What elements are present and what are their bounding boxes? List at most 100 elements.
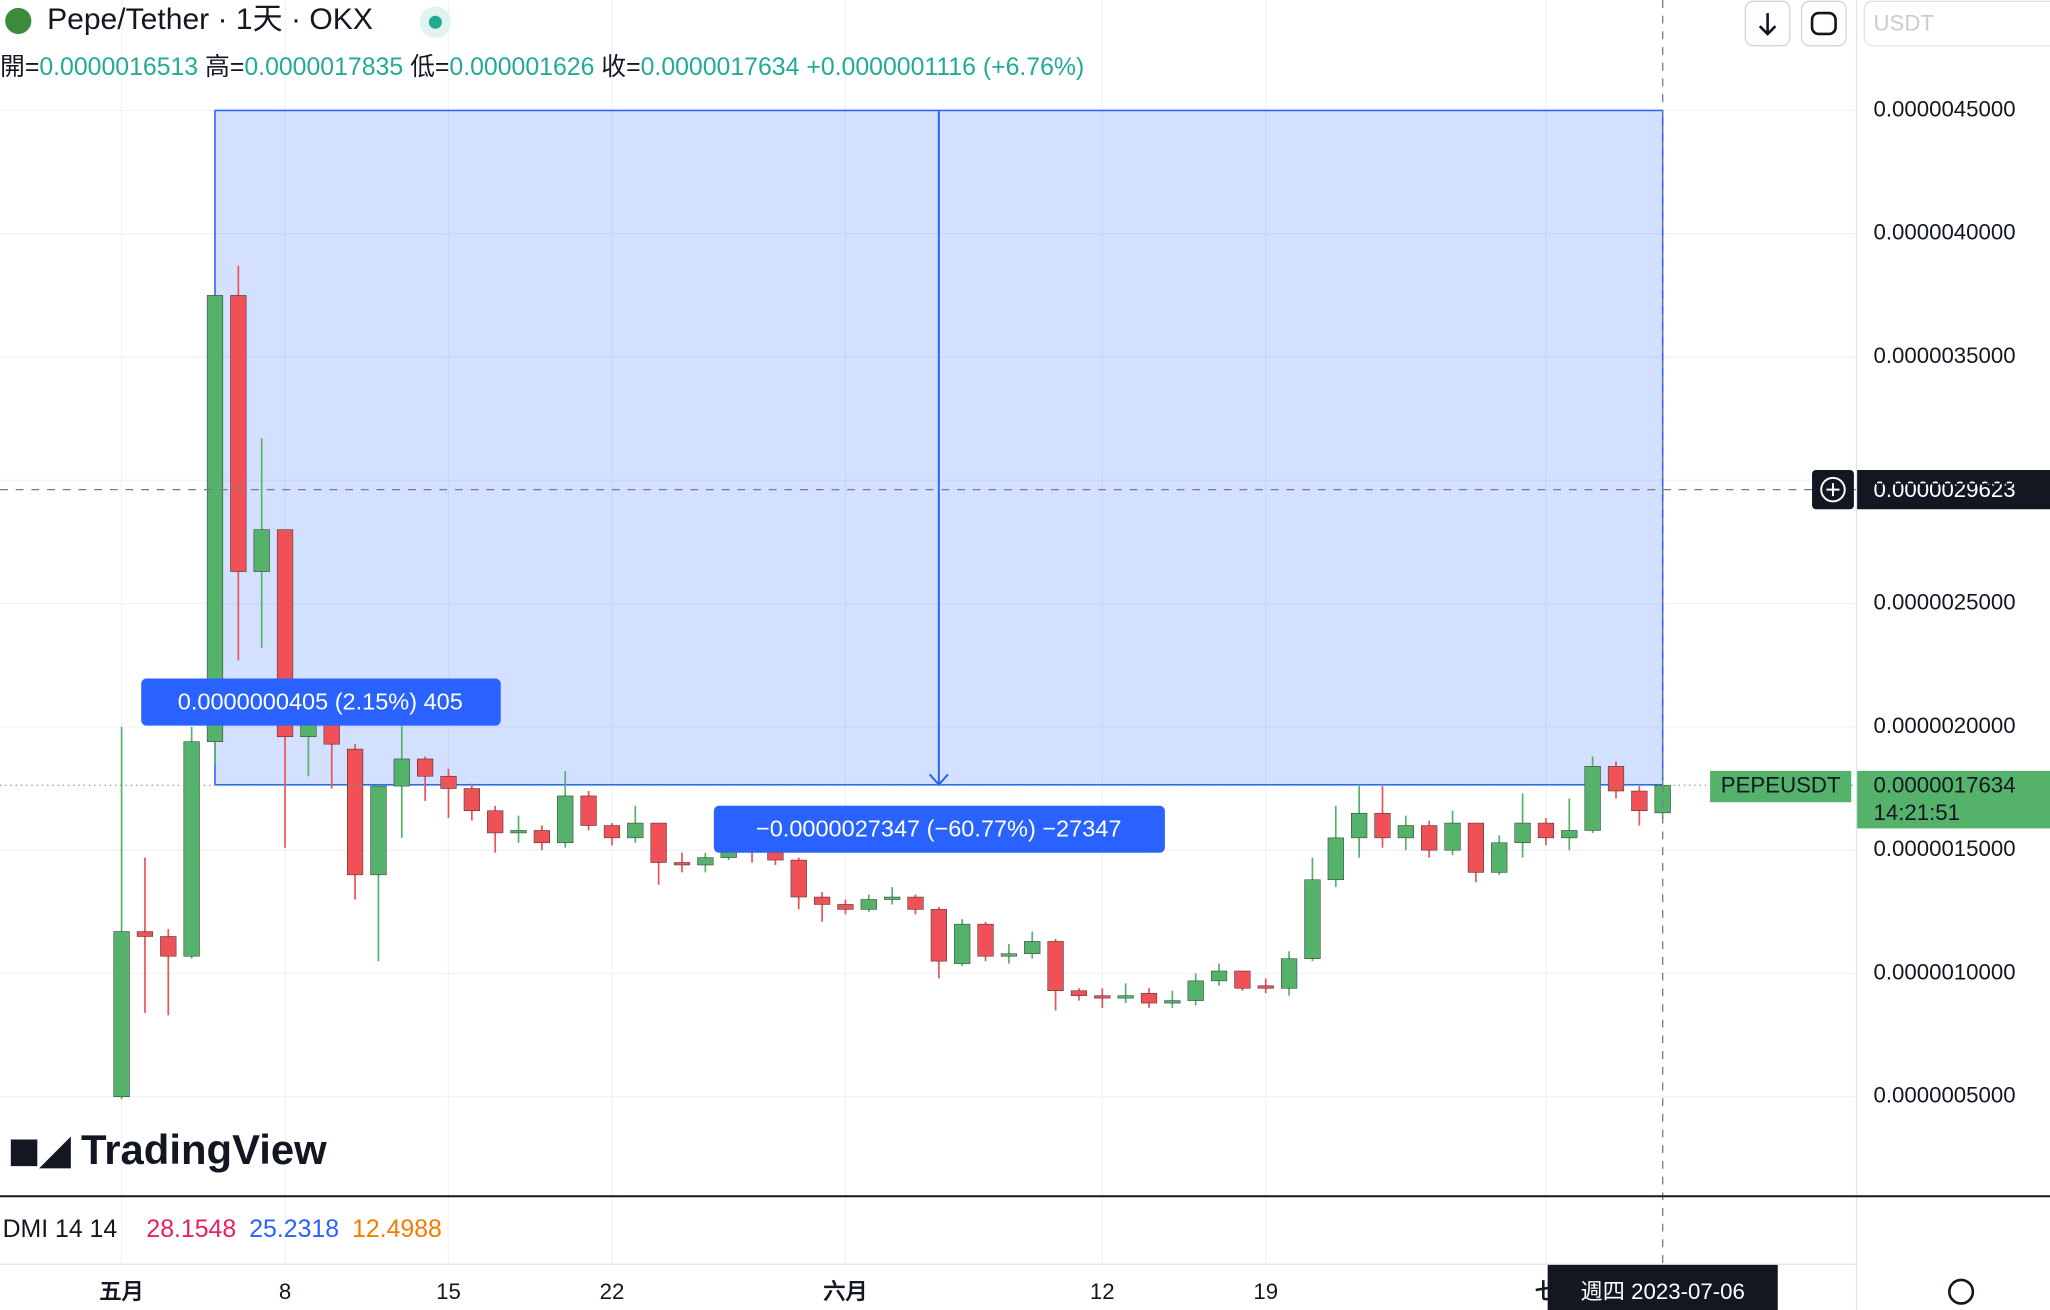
candle-body <box>977 923 994 957</box>
measure-small-label: 0.0000000405 (2.15%) 405 <box>178 689 463 715</box>
candle-body <box>1047 941 1064 991</box>
x-tick-label: 15 <box>436 1279 461 1304</box>
indicator-value: 28.1548 <box>146 1216 236 1243</box>
status-dot <box>428 15 442 29</box>
y-tick-label: 0.0000025000 <box>1874 589 2016 614</box>
candle-body <box>557 795 574 844</box>
candle-body <box>1094 995 1111 999</box>
high-value: 0.0000017835 <box>244 54 403 81</box>
candle-body <box>813 896 831 905</box>
y-tick-label: 0.0000005000 <box>1874 1083 2016 1108</box>
candle-body <box>1234 970 1251 989</box>
candle-body <box>1514 822 1531 844</box>
candle-body <box>1351 812 1368 839</box>
download-icon <box>1758 13 1777 36</box>
candle-body <box>1117 995 1134 999</box>
candle-body <box>1491 842 1508 873</box>
crosshair-price-bg <box>1856 470 2050 510</box>
candle-body <box>463 788 480 811</box>
x-tick-label: 12 <box>1090 1279 1115 1304</box>
y-tick-label: 0.0000030000 <box>1874 466 2016 491</box>
y-tick-label: 0.0000045000 <box>1874 96 2016 121</box>
candle-body <box>1537 822 1555 839</box>
candle-body <box>370 785 387 876</box>
open-value: 0.0000016513 <box>39 54 198 81</box>
y-tick-label: 0.0000010000 <box>1874 959 2016 984</box>
x-tick-label: 22 <box>600 1279 625 1304</box>
candle-body <box>650 822 667 863</box>
crosshair-add-plus <box>1826 483 1840 497</box>
candle-body <box>1584 766 1601 831</box>
symbol-icon <box>5 7 32 34</box>
candle-body <box>136 931 154 937</box>
y-tick-label: 0.0000035000 <box>1874 343 2016 368</box>
y-tick-label: 0.0000015000 <box>1874 836 2016 861</box>
y-tick-label: 0.0000020000 <box>1874 713 2016 738</box>
brand-name: TradingView <box>81 1126 327 1173</box>
indicator-values: 28.1548 25.2318 12.4988 <box>146 1216 441 1243</box>
candle-body <box>673 862 691 866</box>
last-price-label: 0.0000017634 <box>1874 772 2016 797</box>
candle-body <box>1421 825 1438 851</box>
symbol-label: PEPEUSDT <box>1721 772 1841 797</box>
candle-body <box>1397 825 1414 839</box>
refresh-button[interactable] <box>1800 0 1847 47</box>
low-label: 低= <box>410 53 449 81</box>
last-price-bg <box>1856 770 2050 829</box>
candle-body <box>1070 990 1088 996</box>
currency-input[interactable] <box>1863 0 2050 47</box>
candle-body <box>1257 985 1274 989</box>
settings-icon[interactable] <box>1948 1278 1975 1305</box>
measure-arrow <box>928 110 949 787</box>
candle-body <box>510 830 527 834</box>
indicator-value: 12.4988 <box>352 1216 442 1243</box>
candles <box>113 265 1671 1100</box>
brand-logo: ◼◢ TradingView <box>8 1126 327 1173</box>
refresh-icon <box>1810 11 1837 36</box>
candle-body <box>954 923 971 964</box>
candle-body <box>440 775 457 789</box>
open-label: 開= <box>0 54 39 81</box>
close-label: 收= <box>601 53 640 81</box>
x-tick-label: 七 <box>1535 1279 1557 1304</box>
x-tick-label: 五月 <box>99 1279 143 1304</box>
candle-body <box>533 830 550 844</box>
candle-body <box>580 795 597 826</box>
candle-body <box>1561 830 1578 839</box>
candle-body <box>1140 992 1158 1004</box>
candle-body <box>253 529 270 572</box>
high-label: 高= <box>205 53 244 81</box>
candle-body <box>346 748 364 876</box>
chart-title: Pepe/Tether · 1天 · OKX <box>47 3 373 36</box>
candle-body <box>1631 790 1648 811</box>
symbol-label-bg <box>1710 770 1852 803</box>
candle-body <box>1280 958 1298 989</box>
candle-body <box>697 857 714 866</box>
close-value: 0.0000017634 <box>641 54 800 81</box>
crosshair-date-bg <box>1547 1264 1778 1310</box>
candle-body <box>1374 812 1391 839</box>
crosshair-date-label: 週四 2023-07-06 <box>1581 1279 1745 1304</box>
candle-body <box>907 896 924 910</box>
y-tick-label: 0.0000040000 <box>1874 220 2016 245</box>
ohlc-legend: 開=0.0000016513 高=0.0000017835 低=0.000001… <box>0 53 1084 81</box>
candle-body <box>627 822 644 839</box>
candle-body <box>487 810 504 834</box>
currency-placeholder: USDT <box>1874 11 1935 36</box>
candle-body <box>1210 970 1228 982</box>
candle-body <box>1607 766 1625 792</box>
candle-body <box>1187 980 1204 1001</box>
candle-body <box>1327 837 1344 881</box>
candle-body <box>206 295 224 742</box>
candle-body <box>1444 822 1461 851</box>
candle-body <box>930 909 947 962</box>
x-tick-label: 19 <box>1253 1279 1278 1304</box>
indicator-name: DMI 14 14 <box>3 1216 118 1243</box>
candle-body <box>417 758 434 777</box>
crosshair-price-label: 0.0000029623 <box>1874 477 2016 502</box>
measure-tool <box>214 109 1664 787</box>
low-value: 0.000001626 <box>449 54 594 81</box>
